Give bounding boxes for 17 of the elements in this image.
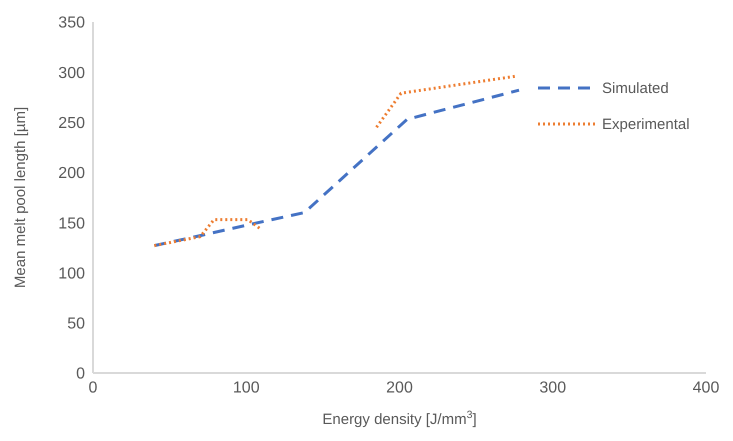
x-tick-label: 200 (386, 379, 413, 396)
y-axis-title: Mean melt pool length [µm] (12, 106, 29, 288)
x-tick-label: 0 (88, 379, 98, 396)
x-axis-title: Energy density [J/mm$^{3}$] (322, 409, 477, 428)
x-tick-label: 100 (232, 379, 260, 396)
x-tick-label: 300 (539, 379, 566, 396)
y-tick-label: 0 (76, 366, 86, 383)
y-tick-label: 300 (58, 64, 86, 82)
legend-label: Simulated (602, 80, 669, 96)
y-tick-label: 250 (58, 114, 86, 132)
legend-label: Experimental (602, 116, 690, 132)
y-tick-label: 150 (58, 215, 86, 232)
x-tick-label: 400 (692, 379, 720, 396)
y-tick-label: 350 (58, 14, 86, 32)
y-tick-label: 100 (58, 265, 86, 282)
y-tick-label: 200 (58, 165, 86, 182)
y-tick-label: 50 (67, 316, 86, 333)
